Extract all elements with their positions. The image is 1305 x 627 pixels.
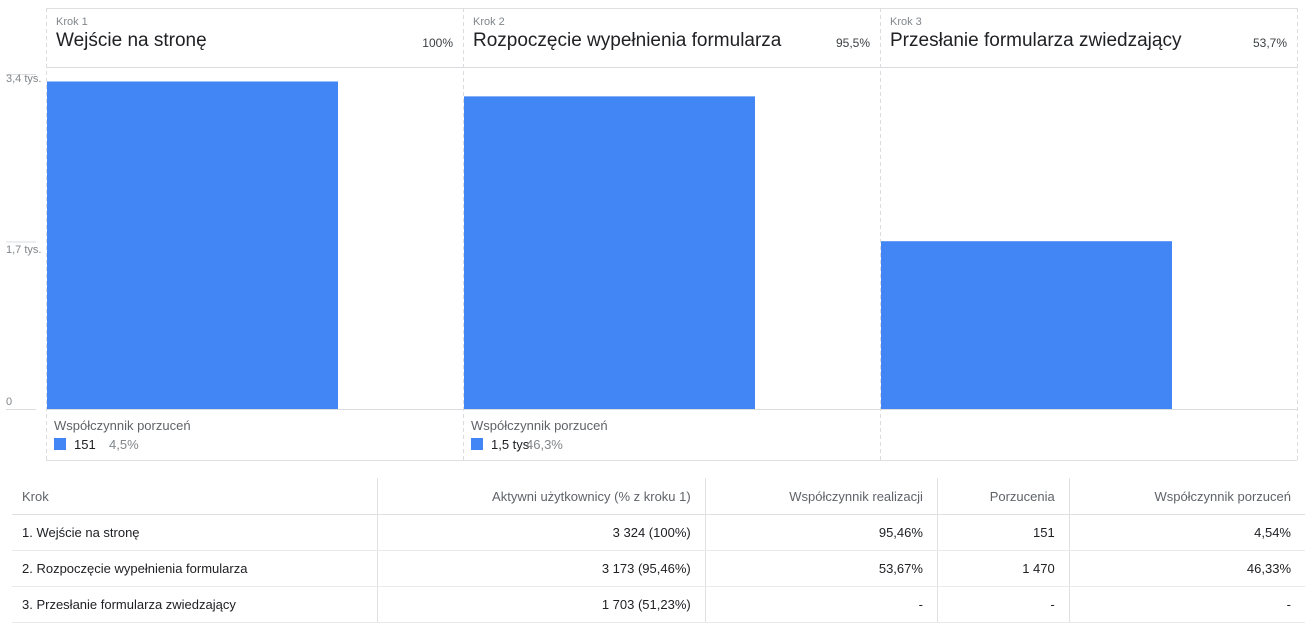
abandonment-percent: 4,5% (109, 437, 139, 452)
table-cell: 95,46% (704, 514, 938, 551)
y-tick-label-max: 3,4 tys. (6, 73, 42, 85)
abandonment-value: 1,5 tys. (491, 437, 533, 452)
y-tick-label-zero: 0 (6, 396, 13, 408)
step-1-percent: 100% (422, 36, 453, 50)
step-1-title: Wejście na stronę (56, 30, 207, 51)
step-2-title: Rozpoczęcie wypełnienia formularza (473, 30, 782, 51)
funnel-chart-svg (6, 8, 1298, 461)
abandonment-swatch (471, 438, 483, 450)
funnel-table: Krok Aktywni użytkownicy (% z kroku 1) W… (12, 478, 1305, 623)
step-3-label: Krok 3 (890, 16, 922, 28)
table-header[interactable]: Krok (12, 478, 378, 515)
step-1-label: Krok 1 (56, 16, 88, 28)
step-1-header[interactable]: Krok 1 Wejście na stronę 100% (46, 8, 463, 66)
table-cell: 2. Rozpoczęcie wypełnienia formularza (12, 550, 378, 587)
step-3-header[interactable]: Krok 3 Przesłanie formularza zwiedzający… (880, 8, 1297, 66)
table-cell: 4,54% (1068, 514, 1305, 551)
table-cell: 3 173 (95,46%) (377, 550, 706, 587)
table-cell: 53,67% (704, 550, 938, 587)
funnel-bar (881, 241, 1172, 409)
table-header[interactable]: Współczynnik realizacji (704, 478, 938, 515)
table-cell: 46,33% (1068, 550, 1305, 587)
table-cell: 3. Przesłanie formularza zwiedzający (12, 586, 378, 623)
abandonment-title: Współczynnik porzuceń (471, 418, 608, 433)
table-cell: - (704, 586, 938, 623)
funnel-chart: Krok 1 Wejście na stronę 100% Krok 2 Roz… (6, 8, 1298, 461)
table-cell: 3 324 (100%) (377, 514, 706, 551)
table-header-row: Krok Aktywni użytkownicy (% z kroku 1) W… (12, 478, 1305, 515)
table-cell: - (936, 586, 1070, 623)
funnel-bar (47, 81, 338, 410)
y-tick-label-mid: 1,7 tys. (6, 244, 42, 256)
abandonment-value: 151 (74, 437, 96, 452)
step-3-title: Przesłanie formularza zwiedzający (890, 30, 1182, 51)
table-cell: - (1068, 586, 1305, 623)
funnel-bar (464, 96, 755, 409)
step-3-percent: 53,7% (1252, 36, 1287, 50)
step-2-label: Krok 2 (473, 16, 505, 28)
table-header[interactable]: Porzucenia (936, 478, 1070, 515)
table-cell: 1. Wejście na stronę (12, 514, 378, 551)
table-header[interactable]: Współczynnik porzuceń (1068, 478, 1305, 515)
step-1-abandonment[interactable]: Współczynnik porzuceń 151 4,5% (46, 418, 463, 458)
table-cell: 1 470 (936, 550, 1070, 587)
abandonment-swatch (54, 438, 66, 450)
abandonment-percent: 46,3% (526, 437, 563, 452)
abandonment-title: Współczynnik porzuceń (54, 418, 191, 433)
table-row: 2. Rozpoczęcie wypełnienia formularza 3 … (12, 550, 1305, 587)
table-row: 1. Wejście na stronę 3 324 (100%) 95,46%… (12, 514, 1305, 551)
step-2-percent: 95,5% (835, 36, 870, 50)
table-cell: 151 (936, 514, 1070, 551)
step-2-header[interactable]: Krok 2 Rozpoczęcie wypełnienia formularz… (463, 8, 880, 66)
table-cell: 1 703 (51,23%) (377, 586, 706, 623)
step-2-abandonment[interactable]: Współczynnik porzuceń 1,5 tys. 46,3% (463, 418, 880, 458)
table-row: 3. Przesłanie formularza zwiedzający 1 7… (12, 586, 1305, 623)
table-header[interactable]: Aktywni użytkownicy (% z kroku 1) (377, 478, 706, 515)
